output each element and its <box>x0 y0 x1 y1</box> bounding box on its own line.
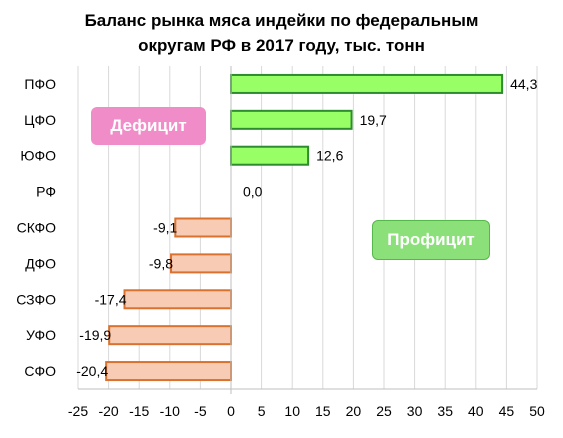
surplus-label: Профицит <box>372 220 490 260</box>
data-label: 19,7 <box>360 112 387 128</box>
category-label: СКФО <box>17 220 56 236</box>
data-label: 0,0 <box>243 184 263 200</box>
bar <box>230 109 353 130</box>
x-tick-label: 30 <box>407 403 423 419</box>
x-tick-label: -20 <box>98 403 118 419</box>
bar <box>123 289 232 310</box>
bar <box>108 325 232 346</box>
x-tick-label: 45 <box>499 403 515 419</box>
category-label: РФ <box>36 184 56 200</box>
data-label: -20,4 <box>76 363 108 379</box>
bars <box>105 73 504 382</box>
category-label: СЗФО <box>16 291 56 307</box>
bar <box>170 253 233 274</box>
data-label: 44,3 <box>510 76 537 92</box>
category-label: УФО <box>26 327 56 343</box>
x-tick-label: -5 <box>194 403 207 419</box>
category-label: ДФО <box>25 255 56 271</box>
x-tick-label: 15 <box>315 403 331 419</box>
x-tick-label: -10 <box>160 403 180 419</box>
x-tick-label: 10 <box>284 403 300 419</box>
x-tick-label: 5 <box>258 403 266 419</box>
labels: ПФО 44,3 ЦФО 19,7 ЮФО 12,6 РФ 0,0 СКФО -9,1 ДФО -9,… <box>16 76 537 379</box>
chart-title: Баланс рынка мяса индейки по федеральным… <box>0 8 563 58</box>
bar <box>105 361 232 382</box>
data-label: -9,1 <box>153 220 177 236</box>
data-label: -17,4 <box>95 291 127 307</box>
data-label: 12,6 <box>316 148 343 164</box>
x-tick-label: 0 <box>227 403 235 419</box>
x-tick-label: -15 <box>129 403 149 419</box>
chart-title-line-2: округам РФ в 2017 году, тыс. тонн <box>138 36 425 55</box>
x-tick-label: 35 <box>437 403 453 419</box>
x-tick-label: 50 <box>529 403 545 419</box>
bar <box>230 73 504 94</box>
bar <box>230 145 310 166</box>
x-tick-label: 40 <box>468 403 484 419</box>
x-tick-label: -25 <box>68 403 88 419</box>
deficit-label: Дефицит <box>91 107 206 145</box>
axis: -25 -20 -15 -10 -5 0 5 10 15 20 25 30 35 40 45 50 <box>68 66 545 419</box>
bar <box>174 217 232 238</box>
x-tick-label: 20 <box>346 403 362 419</box>
category-label: ЮФО <box>20 148 56 164</box>
category-label: СФО <box>24 363 56 379</box>
category-label: ЦФО <box>24 112 56 128</box>
x-tick-label: 25 <box>376 403 392 419</box>
data-label: -19,9 <box>79 327 111 343</box>
data-label: -9,8 <box>149 255 173 271</box>
category-label: ПФО <box>24 76 56 92</box>
chart-title-line-1: Баланс рынка мяса индейки по федеральным <box>84 11 479 30</box>
